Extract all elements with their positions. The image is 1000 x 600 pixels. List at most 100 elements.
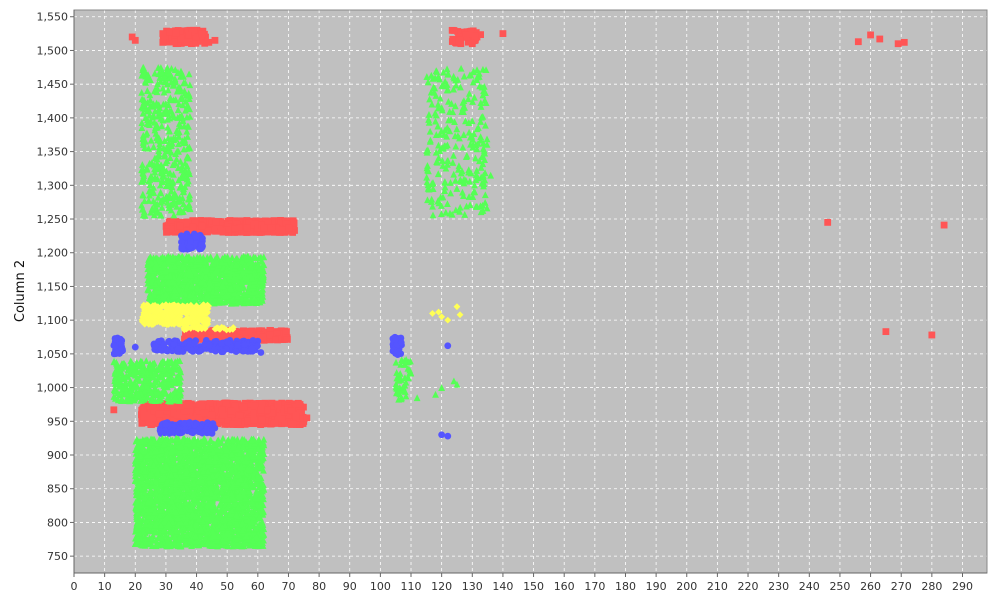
data-point bbox=[144, 285, 152, 293]
data-point bbox=[181, 335, 188, 343]
data-point bbox=[151, 69, 159, 77]
data-point bbox=[167, 206, 175, 214]
data-point bbox=[235, 224, 243, 231]
data-point bbox=[300, 403, 307, 411]
data-point bbox=[226, 273, 234, 280]
data-point bbox=[198, 222, 206, 230]
data-point bbox=[201, 267, 209, 275]
data-point bbox=[175, 176, 183, 184]
data-point bbox=[237, 412, 244, 419]
data-point bbox=[231, 402, 239, 410]
data-point bbox=[160, 164, 168, 172]
data-point bbox=[164, 86, 172, 94]
data-point bbox=[183, 154, 191, 162]
data-point bbox=[426, 137, 434, 145]
data-point bbox=[213, 288, 220, 296]
data-point bbox=[481, 199, 489, 206]
data-point bbox=[114, 389, 122, 397]
data-point bbox=[114, 378, 122, 385]
data-point bbox=[203, 293, 211, 301]
data-point bbox=[296, 409, 304, 417]
data-point bbox=[199, 234, 206, 242]
data-point bbox=[208, 416, 216, 424]
data-point bbox=[287, 407, 295, 414]
data-point bbox=[287, 420, 295, 428]
data-point bbox=[464, 95, 472, 103]
data-point bbox=[152, 378, 160, 386]
data-point bbox=[165, 277, 173, 285]
data-point bbox=[159, 293, 166, 301]
data-point bbox=[395, 348, 402, 356]
data-point bbox=[406, 357, 414, 365]
data-point bbox=[131, 36, 139, 44]
data-point bbox=[900, 38, 908, 46]
data-point bbox=[165, 33, 172, 41]
data-point bbox=[211, 36, 219, 44]
data-point bbox=[249, 420, 257, 427]
data-point bbox=[235, 418, 242, 426]
data-point bbox=[456, 207, 463, 215]
data-point bbox=[179, 95, 186, 102]
data-point bbox=[142, 137, 149, 145]
data-point bbox=[218, 406, 226, 414]
data-point bbox=[274, 400, 282, 408]
data-point bbox=[239, 296, 247, 304]
data-point bbox=[168, 255, 176, 263]
data-point bbox=[401, 361, 409, 368]
data-point bbox=[218, 227, 226, 235]
data-point bbox=[442, 208, 450, 216]
data-point bbox=[169, 369, 177, 376]
data-point bbox=[117, 340, 125, 347]
data-point bbox=[170, 400, 178, 408]
data-point bbox=[138, 166, 145, 174]
data-point bbox=[473, 73, 481, 81]
data-point bbox=[256, 265, 264, 273]
data-point bbox=[257, 282, 265, 290]
data-point bbox=[146, 160, 154, 168]
data-point bbox=[252, 228, 260, 236]
data-point bbox=[250, 416, 258, 424]
data-point bbox=[166, 69, 174, 77]
data-point bbox=[164, 38, 172, 46]
data-point bbox=[180, 187, 188, 195]
data-point bbox=[208, 259, 216, 267]
data-point bbox=[206, 255, 214, 263]
data-point bbox=[198, 241, 206, 248]
data-point bbox=[172, 361, 179, 369]
data-point bbox=[401, 357, 408, 364]
data-point bbox=[463, 152, 471, 159]
data-point bbox=[175, 253, 182, 261]
data-point bbox=[264, 219, 272, 227]
data-point bbox=[185, 201, 193, 208]
data-point bbox=[128, 391, 136, 398]
data-point bbox=[204, 227, 212, 235]
data-point bbox=[156, 140, 164, 148]
data-point bbox=[450, 27, 458, 34]
data-point bbox=[279, 401, 287, 408]
data-point bbox=[445, 116, 452, 124]
data-point bbox=[479, 207, 487, 214]
data-point bbox=[458, 108, 466, 115]
data-point bbox=[219, 348, 227, 356]
data-point bbox=[174, 68, 182, 76]
data-point bbox=[174, 374, 181, 382]
data-point bbox=[462, 117, 469, 125]
data-point bbox=[477, 103, 485, 110]
data-point bbox=[424, 162, 431, 169]
data-point bbox=[156, 69, 163, 77]
data-point bbox=[426, 127, 434, 135]
data-point bbox=[260, 261, 268, 269]
data-point bbox=[424, 181, 432, 189]
data-point bbox=[867, 31, 874, 39]
data-point bbox=[149, 197, 157, 205]
data-point bbox=[257, 349, 265, 356]
data-point bbox=[396, 390, 403, 398]
data-point bbox=[241, 273, 249, 281]
data-point bbox=[455, 162, 463, 170]
data-point bbox=[173, 412, 181, 419]
data-point bbox=[187, 271, 195, 279]
data-point bbox=[173, 203, 181, 210]
data-point bbox=[440, 68, 447, 76]
data-point bbox=[171, 263, 179, 270]
data-point bbox=[176, 273, 183, 281]
